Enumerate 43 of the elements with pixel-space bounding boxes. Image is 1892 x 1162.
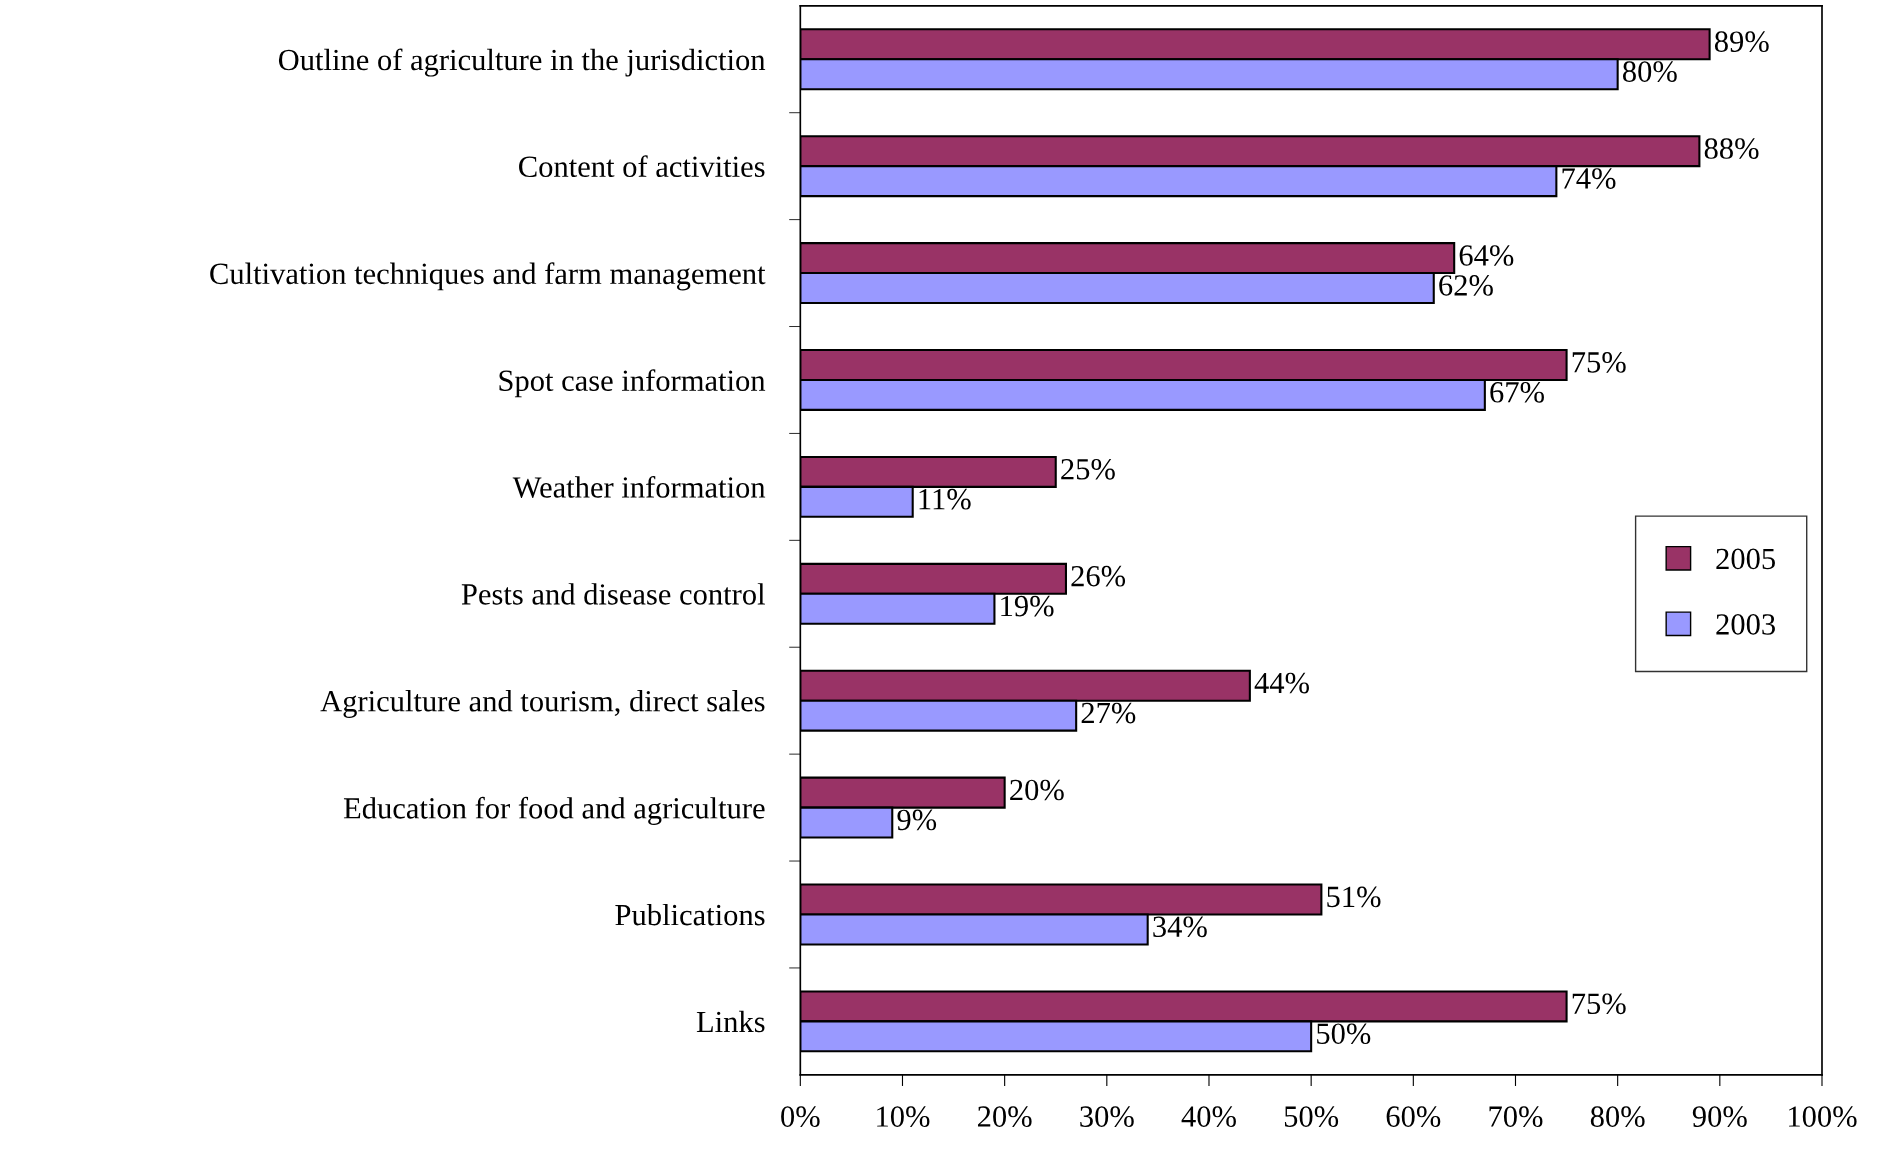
data-label: 62% <box>1439 275 1493 296</box>
x-tick-label: 10% <box>877 1106 930 1128</box>
y-tick-label: Weather information <box>512 475 766 498</box>
y-tick-label: Education for food and agriculture <box>343 796 765 825</box>
y-tick-label: Cultivation techniques and farm management <box>210 262 766 291</box>
y-tick-label: Spot case information <box>499 369 766 398</box>
y-tick-label: Agriculture and tourism, direct sales <box>320 690 765 718</box>
x-tick-label: 30% <box>1080 1106 1134 1128</box>
data-label: 75% <box>1572 352 1626 373</box>
data-label: 89% <box>1714 31 1769 53</box>
data-label: 20% <box>1010 779 1064 801</box>
legend-label: 2003 <box>1716 614 1775 635</box>
x-tick-label: 100% <box>1789 1106 1857 1128</box>
data-label: 25% <box>1061 458 1115 480</box>
data-label: 34% <box>1153 916 1207 938</box>
y-tick-label: Content of activities <box>519 155 765 178</box>
data-label: 88% <box>1704 138 1759 159</box>
data-label: 64% <box>1459 245 1514 266</box>
x-tick-label: 90% <box>1692 1106 1747 1128</box>
y-tick-label: Pests and disease control <box>461 583 765 605</box>
x-tick-label: 70% <box>1489 1106 1543 1128</box>
y-tick-label: Outline of agriculture in the jurisdiction <box>278 48 766 77</box>
data-label: 74% <box>1562 168 1616 189</box>
data-label: 11% <box>919 488 971 510</box>
data-label: 19% <box>1001 595 1054 617</box>
y-tick-label: Publications <box>615 903 765 926</box>
x-tick-label: 60% <box>1386 1106 1441 1128</box>
x-tick-label: 40% <box>1181 1106 1236 1128</box>
data-label: 67% <box>1490 381 1544 403</box>
data-label: 50% <box>1317 1023 1371 1045</box>
data-label: 27% <box>1081 702 1136 724</box>
data-label: 9% <box>897 809 937 831</box>
data-label: 26% <box>1071 565 1126 587</box>
x-tick-label: 0% <box>781 1106 820 1128</box>
y-tick-label: Links <box>696 1010 765 1033</box>
legend-label: 2005 <box>1716 548 1775 570</box>
x-tick-label: 50% <box>1284 1106 1339 1128</box>
data-label: 80% <box>1622 61 1677 82</box>
data-label: 51% <box>1327 886 1381 908</box>
x-tick-label: 80% <box>1590 1106 1645 1128</box>
data-label: 44% <box>1254 672 1309 694</box>
data-label: 75% <box>1572 993 1626 1015</box>
x-tick-label: 20% <box>977 1106 1032 1128</box>
